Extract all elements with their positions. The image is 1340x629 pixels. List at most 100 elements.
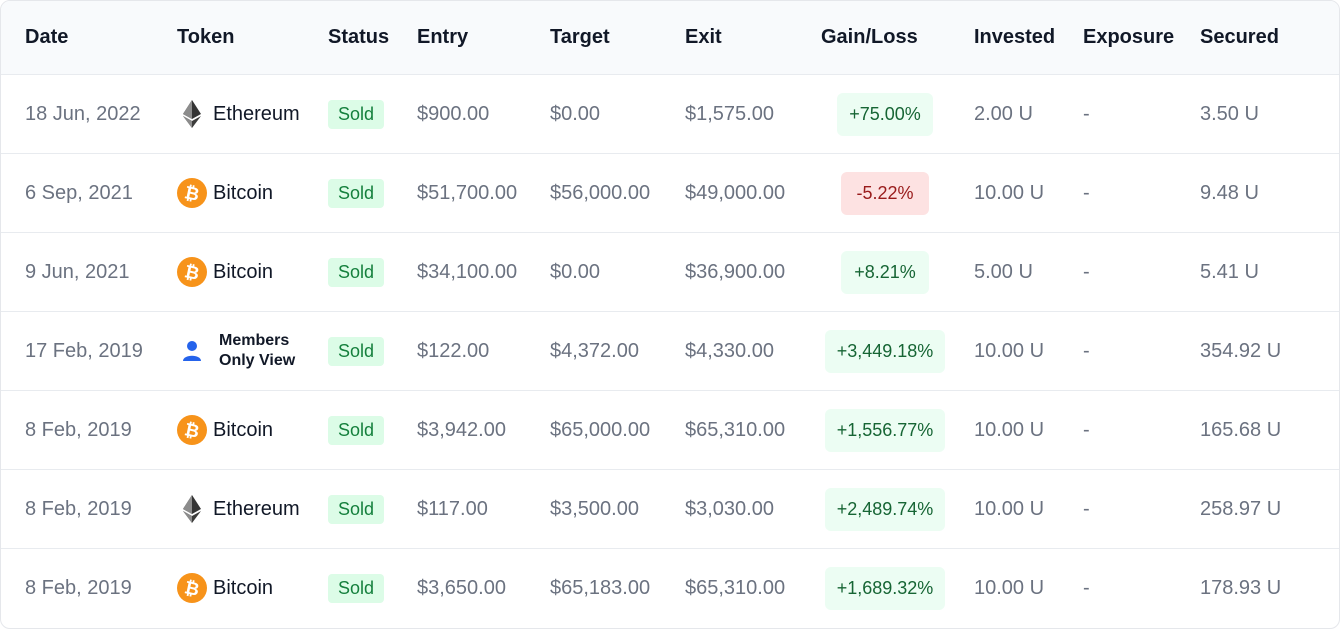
invested-amount: 10.00 U [974, 181, 1045, 204]
status-cell: Sold [328, 99, 385, 129]
gain-loss-cell: +75.00% [821, 92, 949, 136]
exposure-value: - [1083, 102, 1090, 125]
target-price: $0.00 [550, 102, 601, 125]
token-name: Ethereum [213, 102, 300, 125]
gain-loss-badge: +75.00% [837, 92, 933, 136]
invested-amount: 10.00 U [974, 418, 1045, 441]
secured-amount: 258.97 U [1200, 497, 1282, 520]
svg-text:₿: ₿ [182, 577, 201, 601]
status-badge: Sold [328, 257, 385, 287]
status-cell: Sold [328, 336, 385, 366]
entry-price: $122.00 [417, 339, 490, 362]
target-price: $65,000.00 [550, 418, 651, 441]
token-name: Bitcoin [213, 181, 274, 204]
table-body: 18 Jun, 2022 Ethereum Sold $900.00 $0.00… [1, 75, 1339, 627]
token-name: Bitcoin [213, 576, 274, 599]
target-price: $0.00 [550, 260, 601, 283]
svg-text:₿: ₿ [182, 182, 201, 206]
secured-amount: 165.68 U [1200, 418, 1282, 441]
entry-price: $3,650.00 [417, 576, 506, 599]
token-cell[interactable]: Members Only View [177, 331, 309, 371]
table-row[interactable]: 17 Feb, 2019 Members Only View Sold $122… [1, 312, 1339, 391]
token-cell[interactable]: Ethereum [177, 494, 300, 524]
entry-price: $117.00 [417, 497, 488, 520]
column-header-secured[interactable]: Secured [1200, 26, 1279, 48]
column-header-invested[interactable]: Invested [974, 26, 1056, 48]
gain-loss-badge: +8.21% [841, 250, 929, 294]
gain-loss-cell: +1,556.77% [821, 408, 949, 452]
gain-loss-badge: +3,449.18% [824, 329, 946, 373]
target-price: $56,000.00 [550, 181, 651, 204]
exit-price: $49,000.00 [685, 181, 786, 204]
status-badge: Sold [328, 494, 385, 524]
status-cell: Sold [328, 573, 385, 603]
exit-price: $3,030.00 [685, 497, 774, 520]
entry-price: $3,942.00 [417, 418, 506, 441]
exposure-value: - [1083, 260, 1090, 283]
status-badge: Sold [328, 415, 385, 445]
token-cell[interactable]: ₿ Bitcoin [177, 573, 273, 603]
user-icon [177, 336, 207, 366]
secured-amount: 5.41 U [1200, 260, 1259, 283]
column-header-entry[interactable]: Entry [417, 26, 469, 48]
status-cell: Sold [328, 178, 385, 208]
exposure-value: - [1083, 181, 1090, 204]
exit-price: $36,900.00 [685, 260, 786, 283]
table-row[interactable]: 8 Feb, 2019 ₿ Bitcoin Sold $3,650.00 $65… [1, 549, 1339, 627]
column-header-target[interactable]: Target [550, 26, 610, 48]
trade-date: 9 Jun, 2021 [25, 260, 130, 283]
trade-date: 18 Jun, 2022 [25, 102, 141, 125]
column-header-date[interactable]: Date [25, 26, 69, 48]
secured-amount: 3.50 U [1200, 102, 1259, 125]
table-row[interactable]: 6 Sep, 2021 ₿ Bitcoin Sold $51,700.00 $5… [1, 154, 1339, 233]
column-header-exit[interactable]: Exit [685, 26, 722, 48]
column-header-exposure[interactable]: Exposure [1083, 26, 1175, 48]
status-badge: Sold [328, 178, 385, 208]
entry-price: $51,700.00 [417, 181, 518, 204]
target-price: $65,183.00 [550, 576, 651, 599]
token-cell[interactable]: ₿ Bitcoin [177, 178, 273, 208]
exit-price: $65,310.00 [685, 576, 786, 599]
exposure-value: - [1083, 497, 1090, 520]
column-header-gain-loss[interactable]: Gain/Loss [821, 26, 918, 48]
trade-date: 17 Feb, 2019 [25, 339, 143, 362]
status-cell: Sold [328, 494, 385, 524]
table-row[interactable]: 8 Feb, 2019 ₿ Bitcoin Sold $3,942.00 $65… [1, 391, 1339, 470]
exposure-value: - [1083, 576, 1090, 599]
bitcoin-icon: ₿ [177, 573, 207, 603]
gain-loss-cell: +2,489.74% [821, 487, 949, 531]
column-header-token[interactable]: Token [177, 26, 235, 48]
invested-amount: 10.00 U [974, 497, 1045, 520]
status-cell: Sold [328, 257, 385, 287]
table-row[interactable]: 9 Jun, 2021 ₿ Bitcoin Sold $34,100.00 $0… [1, 233, 1339, 312]
gain-loss-badge: +1,689.32% [824, 566, 946, 610]
gain-loss-badge: -5.22% [841, 171, 929, 215]
entry-price: $900.00 [417, 102, 490, 125]
table-header: Date Token Status Entry Target Exit Gain… [1, 1, 1339, 75]
token-cell[interactable]: ₿ Bitcoin [177, 257, 273, 287]
entry-price: $34,100.00 [417, 260, 518, 283]
gain-loss-cell: +3,449.18% [821, 329, 949, 373]
exit-price: $1,575.00 [685, 102, 774, 125]
table-row[interactable]: 8 Feb, 2019 Ethereum Sold $117.00 $3,500… [1, 470, 1339, 549]
ethereum-icon [177, 494, 207, 524]
exit-price: $65,310.00 [685, 418, 786, 441]
trade-date: 8 Feb, 2019 [25, 497, 132, 520]
column-header-status[interactable]: Status [328, 26, 390, 48]
token-cell[interactable]: ₿ Bitcoin [177, 415, 273, 445]
svg-text:₿: ₿ [182, 419, 201, 443]
secured-amount: 9.48 U [1200, 181, 1259, 204]
table-row[interactable]: 18 Jun, 2022 Ethereum Sold $900.00 $0.00… [1, 75, 1339, 154]
invested-amount: 10.00 U [974, 576, 1045, 599]
target-price: $4,372.00 [550, 339, 639, 362]
target-price: $3,500.00 [550, 497, 639, 520]
bitcoin-icon: ₿ [177, 415, 207, 445]
secured-amount: 178.93 U [1200, 576, 1282, 599]
token-cell[interactable]: Ethereum [177, 99, 300, 129]
secured-amount: 354.92 U [1200, 339, 1282, 362]
status-cell: Sold [328, 415, 385, 445]
invested-amount: 2.00 U [974, 102, 1033, 125]
bitcoin-icon: ₿ [177, 257, 207, 287]
invested-amount: 5.00 U [974, 260, 1033, 283]
